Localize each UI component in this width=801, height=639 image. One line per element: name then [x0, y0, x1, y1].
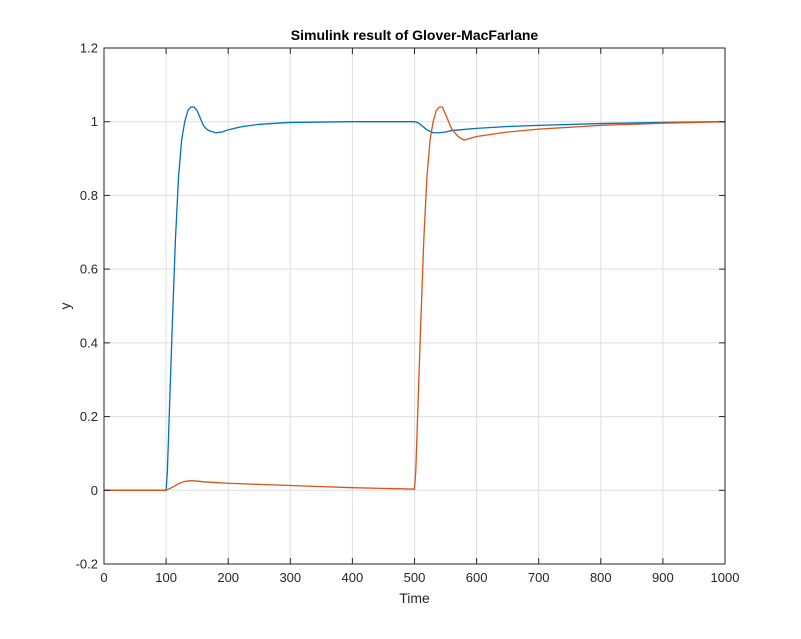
x-tick-label: 400	[342, 570, 364, 585]
y-axis-label: y	[57, 303, 73, 310]
x-axis-label: Time	[399, 590, 430, 606]
ticks: 0 100 200 300 400 500 600 700 800 900 1000-0.200.2…	[76, 41, 740, 586]
y-tick-label: 0.8	[80, 188, 98, 203]
y-tick-label: 1.2	[80, 41, 98, 56]
x-tick-label: 600	[466, 570, 488, 585]
series-layer	[103, 106, 726, 491]
x-tick-label: 900	[652, 570, 674, 585]
y-tick-label: 0	[91, 483, 98, 498]
x-tick-label: 300	[279, 570, 301, 585]
series-line-1	[103, 106, 726, 491]
y-tick-label: 1	[91, 114, 98, 129]
x-tick-label: 800	[590, 570, 612, 585]
chart-title: Simulink result of Glover-MacFarlane	[291, 27, 539, 43]
x-tick-label: 0	[100, 570, 107, 585]
x-tick-label: 1000	[711, 570, 740, 585]
y-tick-label: 0.6	[80, 262, 98, 277]
series-line-2	[103, 106, 726, 491]
x-tick-label: 200	[217, 570, 239, 585]
y-tick-label: -0.2	[76, 557, 98, 572]
y-tick-label: 0.4	[80, 335, 98, 350]
x-tick-label: 500	[404, 570, 426, 585]
x-tick-label: 700	[528, 570, 550, 585]
y-tick-label: 0.2	[80, 409, 98, 424]
x-tick-label: 100	[155, 570, 177, 585]
